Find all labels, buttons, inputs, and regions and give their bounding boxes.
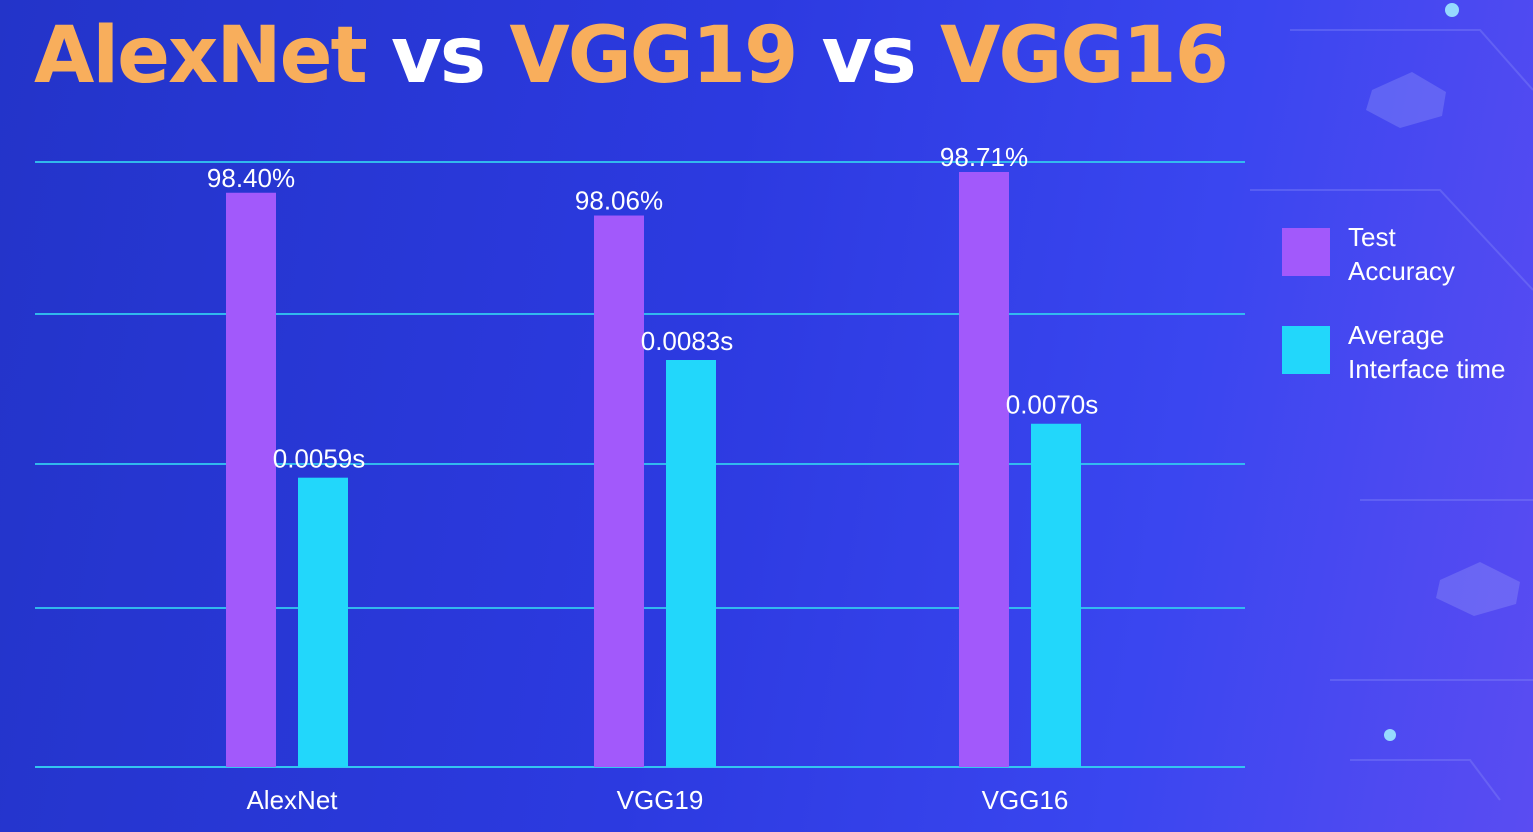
data-label-average-interface-time: 0.0083s [641,326,734,356]
legend-label-line: Test [1348,222,1396,252]
data-label-average-interface-time: 0.0059s [273,444,366,474]
page-title: AlexNet vs VGG19 vs VGG16 [34,6,1229,106]
legend-label-line: Average [1348,320,1445,350]
title-vs-2: vs [796,11,940,101]
legend-swatch-average-interface-time [1282,326,1330,374]
data-label-test-accuracy: 98.40% [207,163,295,193]
title-vgg19: VGG19 [509,11,798,101]
x-tick-label: VGG16 [982,785,1069,815]
legend-label-line: Interface time [1348,354,1506,384]
legend-label-line: Accuracy [1348,256,1455,286]
legend-item-test-accuracy: Test Accuracy [1282,220,1527,318]
bar-test-accuracy [959,172,1009,767]
legend-swatch-test-accuracy [1282,228,1330,276]
x-tick-label: AlexNet [246,785,338,815]
bar-average-interface-time [666,360,716,767]
title-alexnet: AlexNet [34,11,368,101]
legend-label-average-interface-time: Average Interface time [1348,318,1523,386]
data-label-average-interface-time: 0.0070s [1006,390,1099,420]
chart-legend: Test Accuracy Average Interface time [1282,220,1527,416]
bar-average-interface-time [1031,423,1081,767]
bar-test-accuracy [594,215,644,768]
legend-item-average-interface-time: Average Interface time [1282,318,1527,416]
title-vs-1: vs [365,11,510,101]
bar-test-accuracy [226,192,276,767]
bar-chart: 98.40% 0.0059s AlexNet 98.06% 0.0083s VGG19 98… [35,142,1245,815]
title-vgg16: VGG16 [939,11,1229,101]
data-label-test-accuracy: 98.06% [575,186,663,216]
data-label-test-accuracy: 98.71% [940,142,1028,172]
x-tick-label: VGG19 [617,785,704,815]
bar-average-interface-time [298,477,348,767]
legend-label-test-accuracy: Test Accuracy [1348,220,1523,288]
